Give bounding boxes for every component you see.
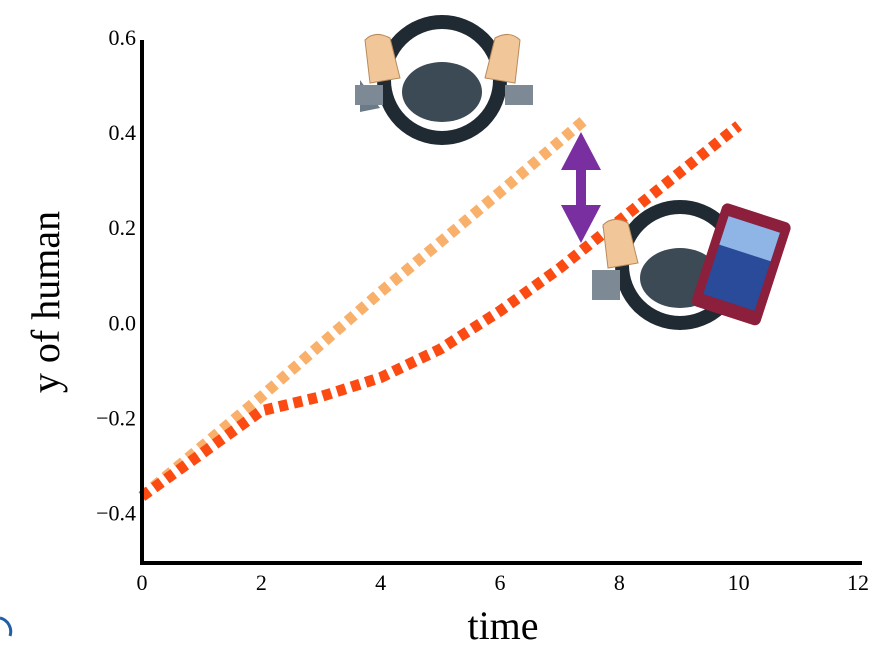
x-tick-label: 10 bbox=[728, 570, 750, 595]
x-tick-label: 0 bbox=[137, 570, 148, 595]
y-tick-label: 0.2 bbox=[109, 215, 137, 240]
x-tick-label: 6 bbox=[495, 570, 506, 595]
logo-fragment bbox=[0, 618, 11, 636]
y-tick-label: −0.2 bbox=[96, 405, 136, 430]
chart: time y of human −0.4 −0.2 0.0 0.2 0.4 0.6 0 2 4 6… bbox=[0, 0, 889, 649]
x-tick-label: 12 bbox=[847, 570, 869, 595]
y-tick-label: 0.6 bbox=[109, 25, 137, 50]
x-tick-label: 2 bbox=[256, 570, 267, 595]
y-axis-label: y of human bbox=[23, 211, 68, 393]
x-tick-label: 8 bbox=[614, 570, 625, 595]
y-tick-label: 0.0 bbox=[109, 310, 137, 335]
y-tick-label: −0.4 bbox=[96, 501, 136, 526]
x-tick-label: 4 bbox=[375, 570, 386, 595]
page: time y of human −0.4 −0.2 0.0 0.2 0.4 0.6 0 2 4 6… bbox=[0, 0, 889, 649]
data-line bbox=[142, 121, 584, 497]
x-axis-label: time bbox=[467, 603, 538, 648]
y-tick-label: 0.4 bbox=[109, 120, 137, 145]
wheel-icon-attentive bbox=[355, 22, 533, 138]
difference-arrow bbox=[561, 132, 601, 243]
